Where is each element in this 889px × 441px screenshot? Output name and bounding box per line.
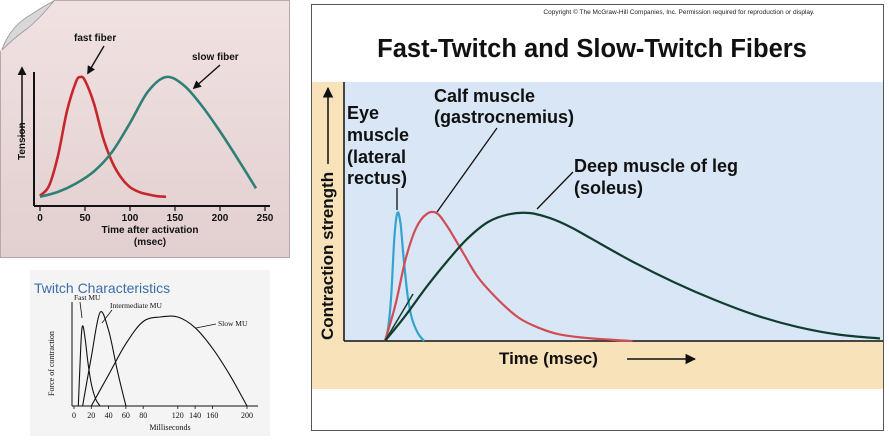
slow-fiber-curve [39,75,258,199]
page-curl-shadow [1,0,55,51]
p2-x-tick-label: 0 [72,411,76,420]
svg-text:Calf muscle: Calf muscle [434,86,535,106]
fast-fiber-curve [39,75,167,199]
slow-mu-curve [90,315,248,407]
soleus-curve [384,211,881,342]
p3-start-line [384,293,414,342]
svg-text:Eye: Eye [347,103,379,123]
p1-x-tick-label: 0 [37,213,43,224]
twitch-chart-background [30,270,270,436]
p1-x-tick-label: 200 [212,213,229,224]
p2-x-tick-label: 60 [122,411,130,420]
calf-muscle-pointer [436,127,498,213]
intermediate-mu-pointer [101,309,113,324]
p2-xlabel: Milliseconds [149,423,190,432]
fast-slow-twitch-chart: Copyright © The McGraw-Hill Companies, I… [311,4,884,431]
p1-ylabel: Tension [17,122,28,160]
slow-fiber-label: slow fiber [192,52,239,63]
fast-fiber-pointer [87,45,105,75]
svg-text:rectus): rectus) [347,168,407,188]
twitch-characteristics-chart: Twitch Characteristics Force of contract… [30,270,270,436]
p2-x-ticks: 0 20 40 60 80 120 140 160 200 [72,406,253,420]
p3-title: Fast-Twitch and Slow-Twitch Fibers [377,35,807,63]
p1-x-tick-label: 50 [79,213,91,224]
calf-muscle-curve [383,210,633,343]
soleus-label: Deep muscle of leg (soleus) [574,156,738,198]
eye-muscle-curve [383,211,426,342]
fast-slow-twitch-panel: Copyright © The McGraw-Hill Companies, I… [311,4,885,432]
slow-mu-label: Slow MU [218,319,248,328]
p1-x-tick-label: 250 [257,213,274,224]
twitch-characteristics-panel: Twitch Characteristics Force of contract… [30,270,270,436]
intermediate-mu-label: Intermediate MU [110,301,162,310]
svg-text:Deep muscle of leg: Deep muscle of leg [574,156,738,176]
p1-x-tick-label: 100 [122,213,139,224]
soleus-pointer [536,171,574,210]
copyright-notice: Copyright © The McGraw-Hill Companies, I… [543,8,814,16]
tension-chart: Tension 0 50 100 150 200 250 Time after activ… [0,0,290,258]
slow-mu-pointer [195,323,217,329]
fast-fiber-label: fast fiber [74,33,116,44]
eye-muscle-label: Eye muscle (lateral rectus) [347,103,409,188]
p2-x-tick-label: 20 [87,411,95,420]
page-curl [0,0,54,52]
fast-mu-label: Fast MU [74,293,101,302]
svg-text:(soleus): (soleus) [574,178,643,198]
calf-muscle-label: Calf muscle (gastrocnemius) [434,86,574,127]
p2-x-tick-label: 140 [189,411,201,420]
p1-x-ticks: 0 50 100 150 200 250 [37,206,274,224]
p2-ylabel: Force of contraction [47,331,56,396]
p2-x-tick-label: 200 [241,411,253,420]
intermediate-mu-curve [82,311,127,407]
p1-xlabel-unit: (msec) [134,237,166,248]
p2-x-tick-label: 120 [172,411,184,420]
p1-x-tick-label: 150 [167,213,184,224]
twitch-title: Twitch Characteristics [34,280,170,296]
p2-x-tick-label: 40 [105,411,113,420]
svg-text:muscle: muscle [347,125,409,145]
fast-mu-pointer [79,301,83,319]
p3-ylabel: Contraction strength [318,172,337,340]
p3-xlabel: Time (msec) [499,349,598,368]
svg-text:(gastrocnemius): (gastrocnemius) [434,107,574,127]
p1-xlabel: Time after activation [101,225,198,236]
p2-x-tick-label: 160 [206,411,218,420]
slow-fiber-pointer [192,64,221,90]
p2-x-tick-label: 80 [139,411,147,420]
tension-chart-background [0,0,290,258]
svg-text:(lateral: (lateral [347,147,406,167]
tension-chart-panel: Tension 0 50 100 150 200 250 Time after activ… [0,0,290,258]
p3-plot-area [344,82,883,341]
